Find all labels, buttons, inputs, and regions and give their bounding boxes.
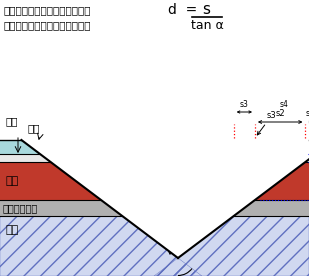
Text: 上塗: 上塗 [28, 123, 40, 133]
Polygon shape [0, 140, 40, 154]
Text: s3: s3 [240, 100, 249, 109]
Polygon shape [0, 216, 202, 276]
Text: d1: d1 [155, 232, 167, 242]
Text: d2: d2 [156, 203, 167, 213]
Text: 中塗: 中塗 [5, 116, 18, 126]
Polygon shape [0, 0, 309, 140]
Text: ジンクリッチ: ジンクリッチ [3, 203, 38, 213]
Text: s2: s2 [275, 109, 285, 118]
Polygon shape [305, 154, 309, 162]
Text: s: s [202, 2, 210, 17]
Text: s4: s4 [280, 100, 289, 109]
Polygon shape [0, 162, 101, 200]
Polygon shape [21, 140, 309, 258]
Text: s4: s4 [0, 275, 1, 276]
Polygon shape [0, 154, 51, 162]
Text: 下地: 下地 [5, 225, 18, 235]
Text: 下塗: 下塗 [5, 176, 18, 186]
Text: s1: s1 [306, 109, 309, 118]
Polygon shape [0, 200, 122, 216]
Text: s3: s3 [257, 111, 277, 135]
Polygon shape [154, 216, 309, 276]
Text: 右式によって各層の膜厚を算出: 右式によって各層の膜厚を算出 [4, 20, 91, 30]
Text: tan α: tan α [191, 19, 223, 32]
Text: 俳瞥方向からの画像を解析し、: 俳瞥方向からの画像を解析し、 [4, 5, 91, 15]
Text: d  =: d = [168, 3, 197, 17]
Text: d4: d4 [156, 147, 167, 155]
Text: d3: d3 [155, 176, 167, 185]
Polygon shape [234, 200, 309, 216]
Polygon shape [255, 162, 309, 200]
Text: α: α [190, 233, 197, 243]
